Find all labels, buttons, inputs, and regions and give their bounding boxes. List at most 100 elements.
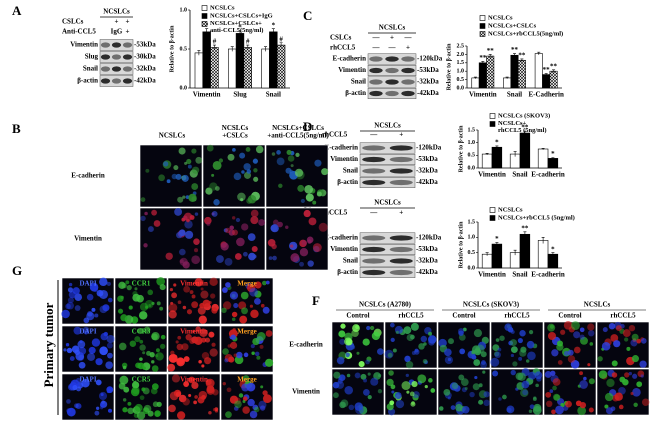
cell xyxy=(229,225,234,230)
cell xyxy=(189,290,194,294)
cell xyxy=(101,400,105,404)
cell xyxy=(61,309,70,319)
cell xyxy=(187,164,192,169)
cell xyxy=(443,388,451,396)
cell xyxy=(250,344,255,349)
cell xyxy=(529,404,535,410)
cell xyxy=(72,385,78,391)
cell xyxy=(208,331,215,338)
cell xyxy=(579,334,585,340)
cell xyxy=(527,351,536,361)
cell xyxy=(65,343,70,347)
cell xyxy=(552,378,561,386)
cell xyxy=(88,346,96,354)
lane-mark: + xyxy=(406,44,410,52)
cell xyxy=(208,411,212,415)
lane-mark: + xyxy=(115,18,119,26)
column-label: Control xyxy=(558,312,581,320)
cell xyxy=(191,294,196,299)
lane-mark: + xyxy=(399,209,403,217)
cell xyxy=(184,161,188,165)
cell xyxy=(251,351,255,355)
cell xyxy=(289,244,294,248)
side-label: Primary tumor xyxy=(41,302,56,387)
cell xyxy=(571,321,580,330)
significance: ** xyxy=(518,52,526,60)
column-label: NCSLCs +CSLCs xyxy=(222,124,249,140)
cell xyxy=(519,349,527,357)
cell xyxy=(242,251,248,257)
legend-swatch xyxy=(479,31,486,37)
y-tick-label: 1.5 xyxy=(457,60,465,66)
stain-label: Vimentin xyxy=(180,376,208,384)
error-bar xyxy=(513,151,517,157)
x-tick-label: Snail xyxy=(507,91,522,99)
cell xyxy=(192,329,196,333)
cell xyxy=(181,217,186,222)
blot-band xyxy=(362,258,386,264)
legend-swatch xyxy=(201,13,208,19)
cell xyxy=(154,410,161,417)
cell xyxy=(155,352,164,361)
cell xyxy=(377,389,383,394)
cell xyxy=(206,221,211,227)
cell xyxy=(140,197,146,202)
blot-header: NCSLCs xyxy=(379,24,406,32)
x-tick-label: Vimentin xyxy=(478,171,506,179)
cell xyxy=(495,338,500,342)
cell xyxy=(78,361,86,369)
cell xyxy=(99,289,109,299)
cell xyxy=(270,224,278,232)
bar xyxy=(519,132,531,169)
cell xyxy=(395,399,405,409)
cell xyxy=(337,378,343,384)
cell xyxy=(77,340,86,349)
size-label: -42kDa xyxy=(417,89,439,97)
cell xyxy=(69,356,75,362)
bar xyxy=(534,53,543,89)
lane-mark: — xyxy=(372,34,381,42)
cell xyxy=(285,225,289,229)
y-tick-label: 0.5 xyxy=(468,250,476,256)
cell xyxy=(276,150,281,155)
bar xyxy=(471,77,480,89)
cell xyxy=(472,383,480,391)
significance: # xyxy=(246,38,250,46)
legend-swatch xyxy=(479,15,486,21)
cell xyxy=(250,216,259,225)
error-bar xyxy=(212,44,216,50)
significance: * xyxy=(272,21,276,29)
error-bar xyxy=(197,50,201,56)
cell xyxy=(139,344,146,351)
cell xyxy=(182,305,187,310)
protein-label: Snail xyxy=(83,65,98,73)
cell xyxy=(624,337,629,342)
cell xyxy=(205,337,211,343)
cell xyxy=(560,329,566,335)
cell xyxy=(169,288,174,292)
cell xyxy=(424,385,428,389)
cell xyxy=(460,378,469,386)
cell xyxy=(66,347,73,354)
error-bar xyxy=(205,28,209,35)
cell xyxy=(354,402,363,411)
cell xyxy=(173,283,177,287)
cell xyxy=(204,357,212,365)
cell xyxy=(242,406,250,414)
cell xyxy=(618,386,626,395)
cell xyxy=(583,376,587,381)
stain-label: CCR3 xyxy=(132,328,151,336)
cell xyxy=(206,144,214,152)
cell xyxy=(186,158,192,165)
legend-swatch xyxy=(201,5,208,11)
blot-band xyxy=(401,90,415,97)
cell xyxy=(420,335,427,343)
cell xyxy=(483,391,490,398)
cell xyxy=(75,403,82,410)
cell xyxy=(551,349,559,357)
cell xyxy=(378,374,382,378)
cell xyxy=(624,372,630,378)
cell xyxy=(510,353,514,358)
cell xyxy=(412,391,420,399)
cell xyxy=(260,303,265,308)
